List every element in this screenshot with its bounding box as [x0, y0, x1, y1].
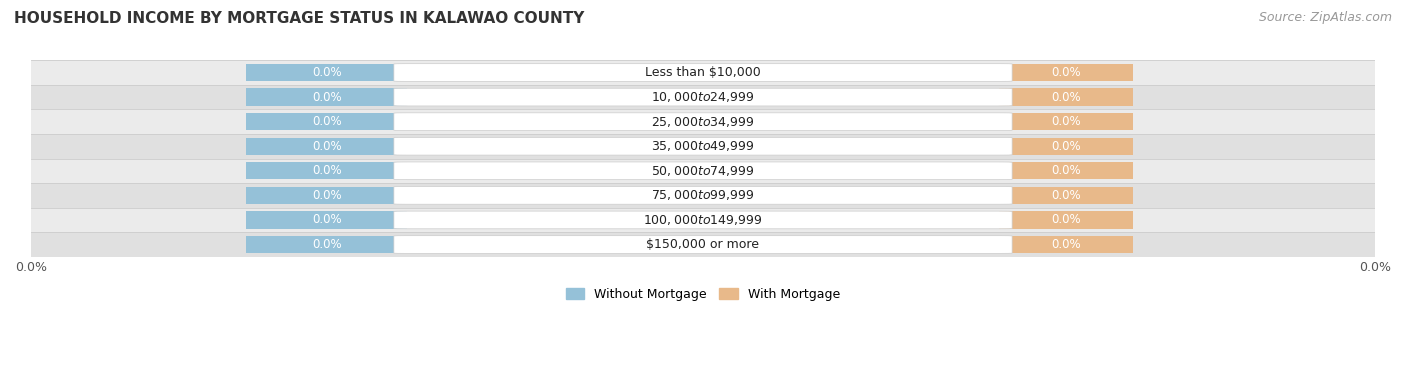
- Text: $100,000 to $149,999: $100,000 to $149,999: [644, 213, 762, 227]
- Bar: [998, 211, 1133, 228]
- Text: $50,000 to $74,999: $50,000 to $74,999: [651, 164, 755, 178]
- Bar: [998, 162, 1133, 179]
- Bar: [31, 208, 1375, 232]
- Bar: [998, 236, 1133, 253]
- Bar: [246, 236, 408, 253]
- FancyBboxPatch shape: [394, 187, 1012, 204]
- FancyBboxPatch shape: [394, 64, 1012, 81]
- Text: 0.0%: 0.0%: [1052, 238, 1081, 251]
- Bar: [31, 134, 1375, 158]
- Bar: [246, 211, 408, 228]
- Text: 0.0%: 0.0%: [312, 90, 342, 104]
- Text: $150,000 or more: $150,000 or more: [647, 238, 759, 251]
- Bar: [998, 187, 1133, 204]
- Bar: [246, 138, 408, 155]
- Text: $35,000 to $49,999: $35,000 to $49,999: [651, 139, 755, 153]
- Bar: [998, 138, 1133, 155]
- Text: 0.0%: 0.0%: [1052, 66, 1081, 79]
- Text: 0.0%: 0.0%: [312, 66, 342, 79]
- Bar: [31, 158, 1375, 183]
- Bar: [31, 60, 1375, 85]
- Text: Source: ZipAtlas.com: Source: ZipAtlas.com: [1258, 11, 1392, 24]
- Bar: [998, 113, 1133, 130]
- FancyBboxPatch shape: [394, 137, 1012, 155]
- Text: 0.0%: 0.0%: [1052, 140, 1081, 153]
- Text: 0.0%: 0.0%: [312, 213, 342, 227]
- Legend: Without Mortgage, With Mortgage: Without Mortgage, With Mortgage: [561, 283, 845, 306]
- FancyBboxPatch shape: [394, 113, 1012, 130]
- Text: 0.0%: 0.0%: [1052, 164, 1081, 177]
- Text: 0.0%: 0.0%: [312, 238, 342, 251]
- Text: 0.0%: 0.0%: [1052, 189, 1081, 202]
- FancyBboxPatch shape: [394, 88, 1012, 106]
- Text: 0.0%: 0.0%: [1052, 115, 1081, 128]
- Bar: [998, 89, 1133, 106]
- Bar: [246, 64, 408, 81]
- Text: $10,000 to $24,999: $10,000 to $24,999: [651, 90, 755, 104]
- FancyBboxPatch shape: [394, 162, 1012, 180]
- Bar: [31, 232, 1375, 257]
- Bar: [246, 162, 408, 179]
- Text: 0.0%: 0.0%: [312, 189, 342, 202]
- Text: 0.0%: 0.0%: [1052, 90, 1081, 104]
- FancyBboxPatch shape: [394, 211, 1012, 229]
- Bar: [31, 109, 1375, 134]
- Bar: [246, 89, 408, 106]
- Bar: [998, 64, 1133, 81]
- Bar: [31, 85, 1375, 109]
- Bar: [246, 187, 408, 204]
- Text: $25,000 to $34,999: $25,000 to $34,999: [651, 115, 755, 129]
- Bar: [31, 183, 1375, 208]
- Bar: [246, 113, 408, 130]
- Text: HOUSEHOLD INCOME BY MORTGAGE STATUS IN KALAWAO COUNTY: HOUSEHOLD INCOME BY MORTGAGE STATUS IN K…: [14, 11, 585, 26]
- Text: 0.0%: 0.0%: [1052, 213, 1081, 227]
- Text: 0.0%: 0.0%: [312, 140, 342, 153]
- Text: $75,000 to $99,999: $75,000 to $99,999: [651, 188, 755, 202]
- Text: 0.0%: 0.0%: [312, 115, 342, 128]
- Text: 0.0%: 0.0%: [312, 164, 342, 177]
- Text: Less than $10,000: Less than $10,000: [645, 66, 761, 79]
- FancyBboxPatch shape: [394, 236, 1012, 253]
